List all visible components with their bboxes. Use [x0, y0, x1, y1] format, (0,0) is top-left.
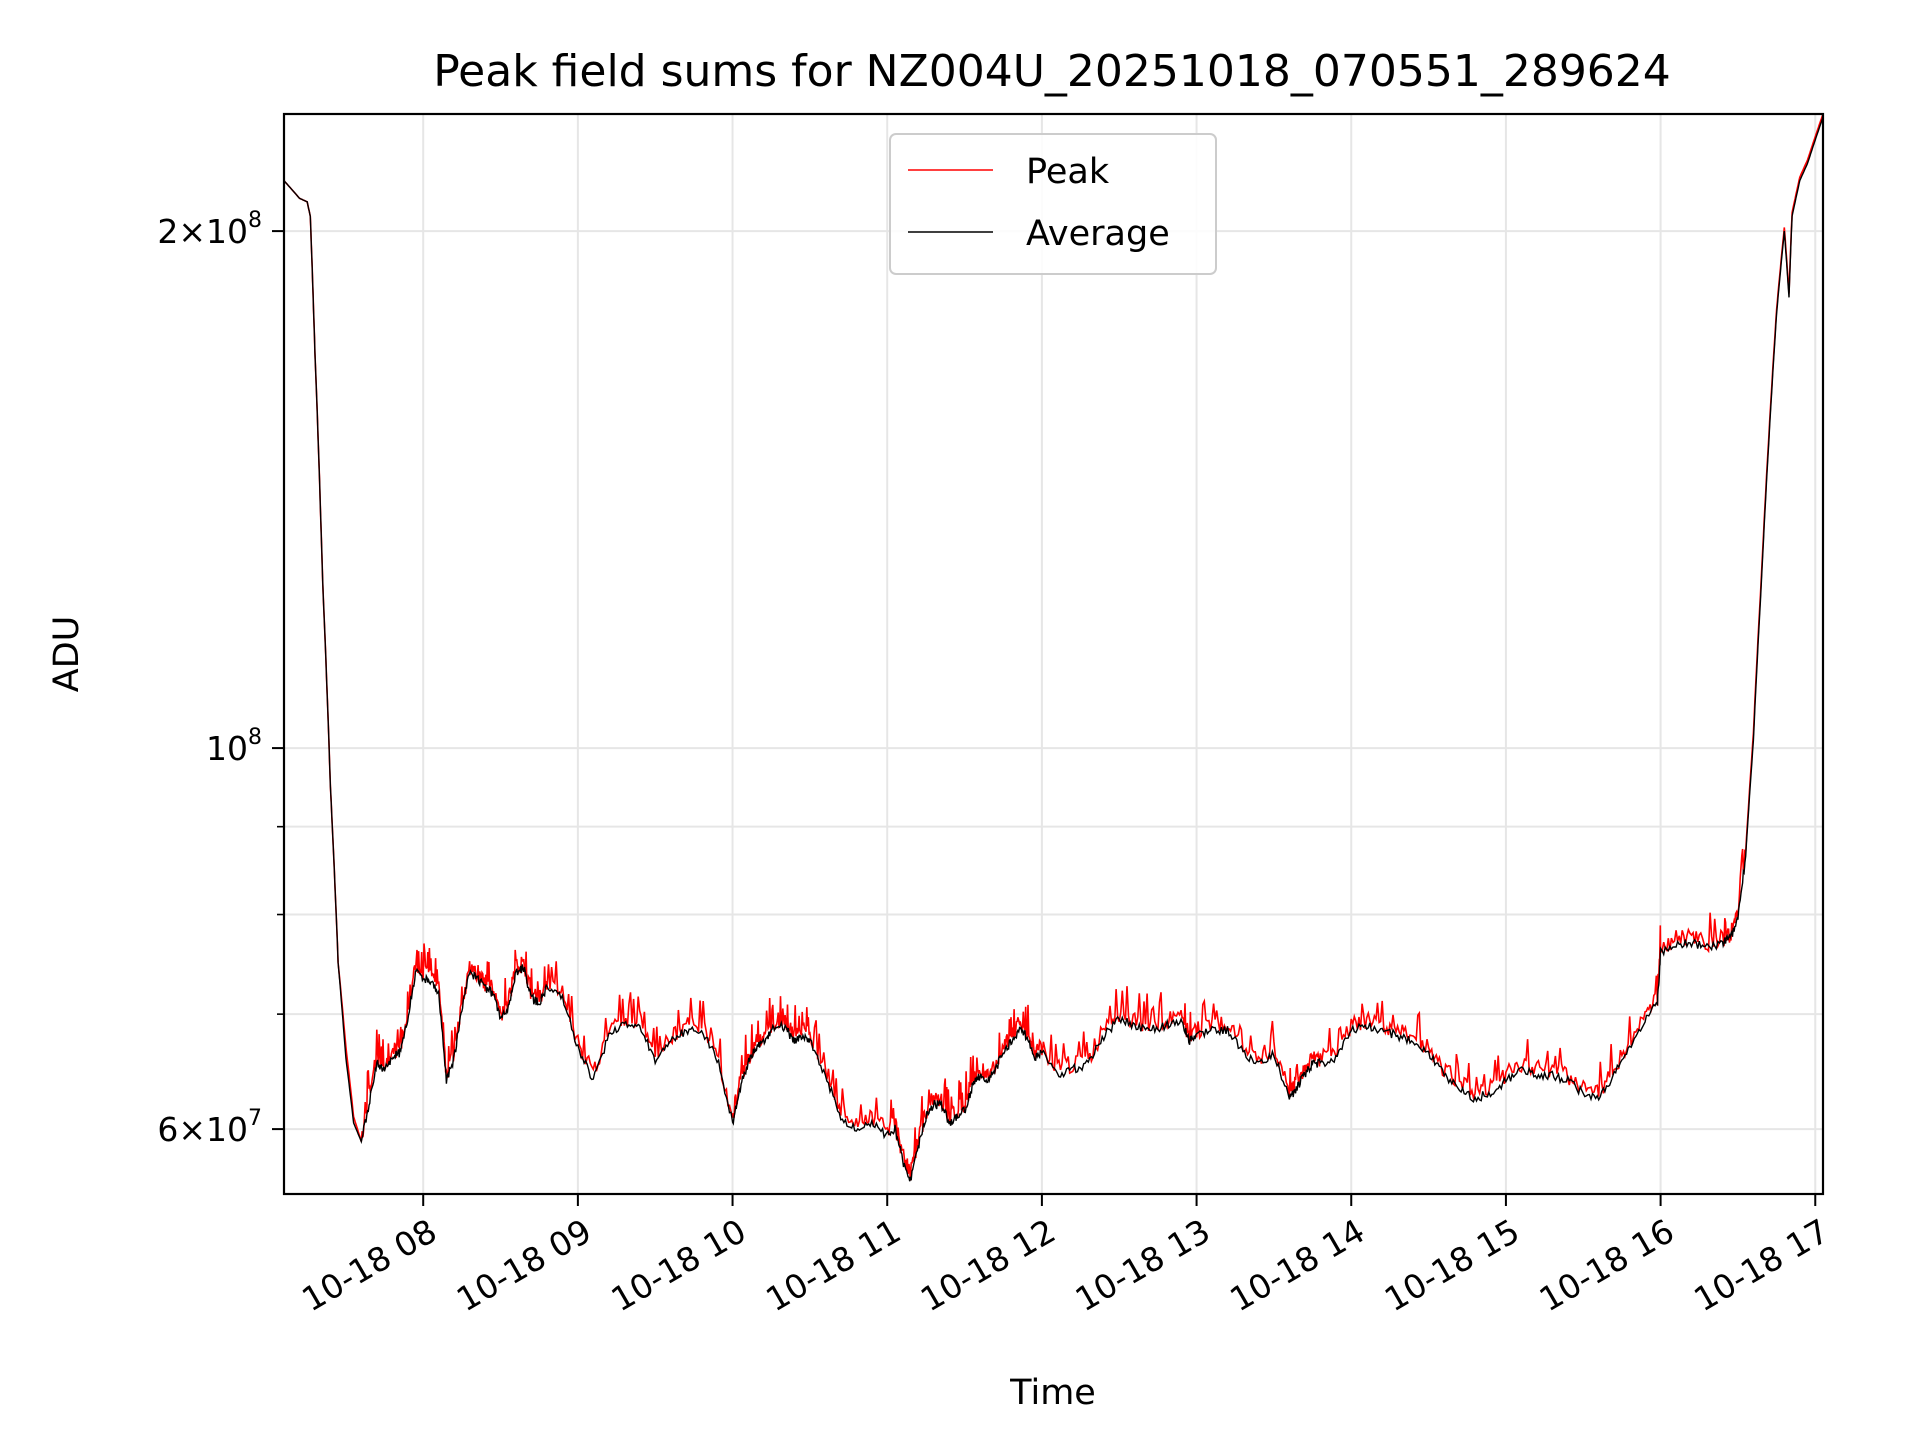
y-tick-label: 108 — [206, 725, 262, 768]
series-layer — [284, 114, 1823, 1182]
legend-label-average: Average — [1026, 214, 1170, 254]
plot-frame — [282, 112, 1825, 1196]
series-line-average — [284, 116, 1823, 1182]
y-tick-label: 2×108 — [157, 208, 262, 251]
y-axis: 6×107 108 2×108 — [157, 208, 284, 1149]
grid — [284, 114, 1823, 1194]
y-tick-label: 6×107 — [157, 1106, 262, 1149]
legend: Peak Average — [889, 133, 1217, 275]
y-axis-label: ADU — [47, 616, 87, 693]
legend-label-peak: Peak — [1026, 152, 1110, 192]
x-axis-label: Time — [1009, 1373, 1096, 1413]
legend-box — [889, 133, 1217, 275]
chart-title: Peak field sums for NZ004U_20251018_0705… — [433, 46, 1671, 97]
